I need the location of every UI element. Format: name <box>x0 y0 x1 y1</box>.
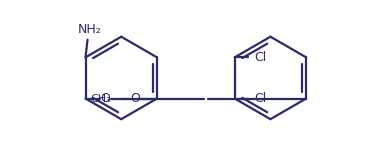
Text: Cl: Cl <box>254 92 267 105</box>
Text: O: O <box>100 92 110 105</box>
Text: CH₃: CH₃ <box>90 94 111 103</box>
Text: Cl: Cl <box>254 51 267 64</box>
Text: O: O <box>131 92 140 105</box>
Text: NH₂: NH₂ <box>77 23 101 36</box>
